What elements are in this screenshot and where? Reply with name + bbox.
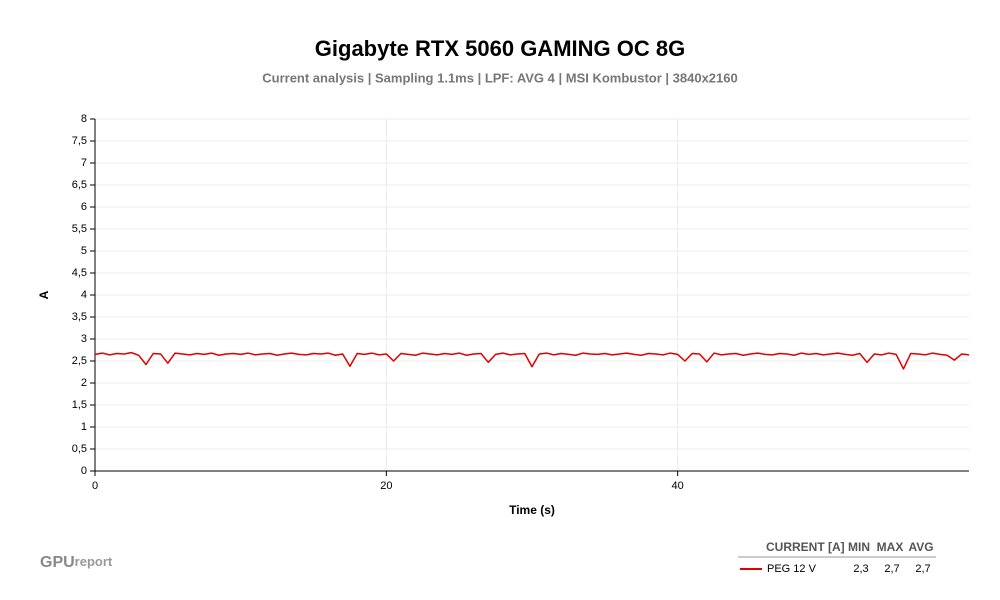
x-tick-label: 0 [92, 480, 98, 492]
legend-header: MAX [877, 540, 904, 554]
y-tick-label: 3 [81, 333, 87, 345]
y-tick-label: 4 [81, 289, 87, 301]
y-tick-label: 7 [81, 157, 87, 169]
series-line [94, 351, 970, 370]
y-tick-label: 1,5 [72, 399, 87, 411]
y-tick-label: 3,5 [72, 311, 87, 323]
x-tick-label: 40 [672, 480, 684, 492]
y-tick-label: 5 [81, 245, 87, 257]
legend-label: PEG 12 V [767, 563, 817, 575]
y-tick-label: 1 [81, 421, 87, 433]
y-tick-label: 8 [81, 113, 87, 125]
legend-stat: 2,3 [853, 563, 868, 575]
y-axis-label: A [37, 290, 51, 299]
y-tick-label: 7,5 [72, 135, 87, 147]
x-axis-label: Time (s) [509, 503, 555, 517]
y-tick-label: 0,5 [72, 443, 87, 455]
legend-stat: 2,7 [915, 563, 930, 575]
x-tick-label: 20 [380, 480, 392, 492]
y-tick-label: 2,5 [72, 355, 87, 367]
y-tick-label: 6,5 [72, 179, 87, 191]
y-tick-label: 4,5 [72, 267, 87, 279]
y-tick-label: 6 [81, 201, 87, 213]
y-tick-label: 2 [81, 377, 87, 389]
y-tick-label: 0 [81, 465, 87, 477]
legend-stat: 2,7 [884, 563, 899, 575]
logo-light: report [75, 554, 113, 569]
chart-title: Gigabyte RTX 5060 GAMING OC 8G [315, 36, 685, 61]
logo-bold: GPU [40, 554, 75, 571]
legend-header: CURRENT [A] [766, 540, 845, 554]
logo: GPUreport [40, 554, 113, 571]
chart-subtitle: Current analysis | Sampling 1.1ms | LPF:… [262, 70, 737, 85]
y-tick-label: 5,5 [72, 223, 87, 235]
legend-header: MIN [848, 540, 870, 554]
legend-header: AVG [908, 540, 933, 554]
